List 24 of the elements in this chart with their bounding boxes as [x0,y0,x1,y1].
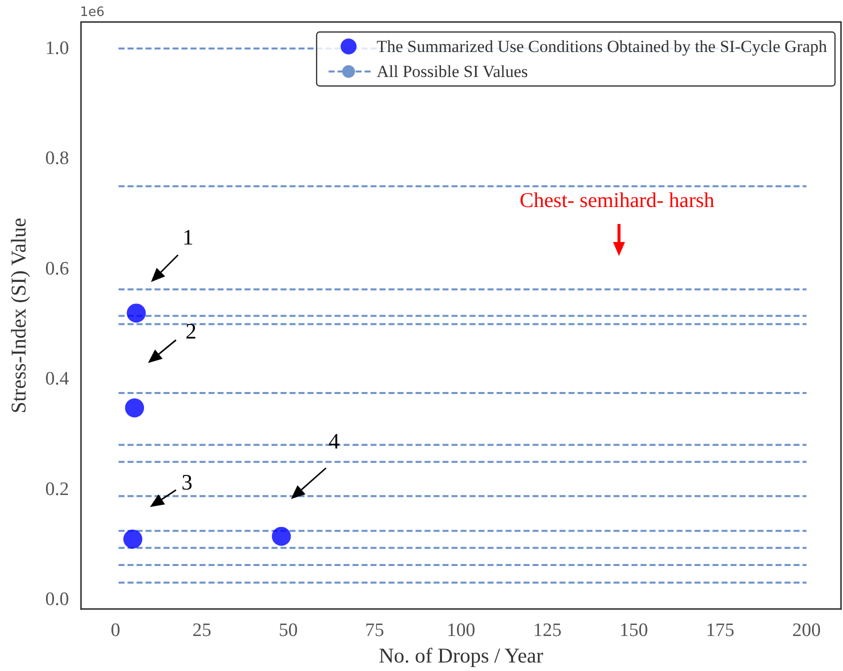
y-tick-label: 1.0 [45,38,69,59]
y-axis-title: Stress-Index (SI) Value [6,218,30,414]
y-tick-label: 0.4 [45,368,70,390]
legend-label: The Summarized Use Conditions Obtained by the SI-Cycle Graph [376,37,828,56]
y-tick-label: 0.6 [45,258,69,280]
x-tick-label: 75 [365,620,384,642]
legend-label: All Possible SI Values [376,62,528,81]
x-tick-label: 100 [446,620,476,642]
x-tick-label: 0 [110,620,120,642]
x-tick-label: 150 [619,620,648,642]
text: 1e6 [80,5,105,20]
annotation: 3 [182,470,192,494]
y-tick-label: 0.2 [45,478,69,500]
y-tick-label: 0.0 [45,589,69,610]
x-tick-label: 125 [533,620,562,642]
annotation: Chest- semihard- harsh [520,188,715,212]
x-axis-title: No. of Drops / Year [378,644,544,668]
annotation: 1 [182,224,194,250]
annotation: 2 [186,318,196,344]
y-tick-label: 0.8 [45,148,69,170]
x-tick-label: 175 [706,620,734,642]
x-tick-label: 200 [792,620,821,642]
x-tick-label: 25 [192,620,212,642]
x-tick-label: 50 [278,620,298,642]
